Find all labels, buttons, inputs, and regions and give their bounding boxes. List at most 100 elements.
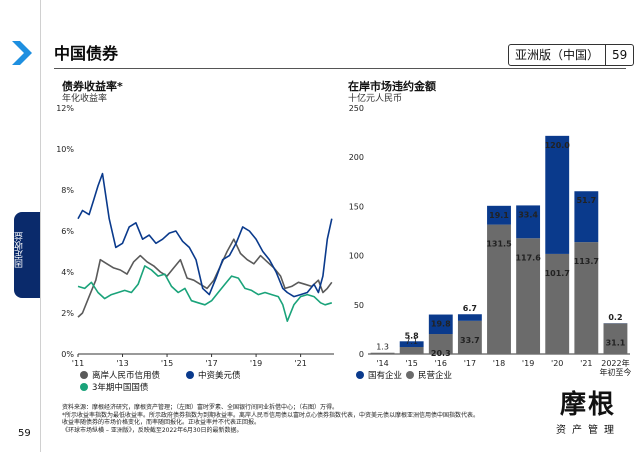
bar-label-soe: 0.2 xyxy=(608,313,622,322)
x-tick-label: '15 xyxy=(161,359,173,368)
chevron-right-icon xyxy=(12,41,32,65)
y-tick-label: 0% xyxy=(61,350,74,359)
bar-private xyxy=(574,242,599,354)
footnote-line: 《环球市场纵横 – 亚洲版》，反映截至2022年6月30日的最新数据。 xyxy=(62,426,243,434)
bar-label-soe: 120.0 xyxy=(545,141,571,150)
series-line xyxy=(77,265,333,322)
x-tick-label: '15 xyxy=(405,359,417,368)
series-line xyxy=(77,238,333,318)
legend-label: 国有企业 xyxy=(368,371,403,381)
region-badge: 亚洲版（中国） 59 xyxy=(508,44,635,66)
page-number: 59 xyxy=(612,48,628,62)
bar-private xyxy=(399,347,424,354)
bar-soe xyxy=(487,205,511,225)
brand-subtitle: 资产管理 xyxy=(556,425,620,436)
legend-item-soe: 国有企业 xyxy=(356,369,402,381)
bar-label-private: 1.3 xyxy=(376,343,389,352)
sidebar: 固定收益 59 xyxy=(0,0,41,452)
legend-item-china-usd-bond: 中资美元债 xyxy=(186,369,241,381)
y-tick-label: 100 xyxy=(349,252,364,261)
y-tick-label: 10% xyxy=(56,145,74,154)
bar-soe xyxy=(428,314,453,335)
bar-soe xyxy=(545,135,570,254)
legend-swatch xyxy=(80,383,88,391)
footnote-line: *所示收益率指数为最低收益率。所示政府债券指数为到期收益率。离岸人民币信用债以富… xyxy=(62,411,480,419)
bar-label-soe: 33.4 xyxy=(518,210,538,219)
series-line xyxy=(77,172,333,298)
x-tick-label: '21 xyxy=(294,359,306,368)
bar-label-private: 33.7 xyxy=(460,336,480,345)
default-chart-subtitle: 十亿元人民币 xyxy=(348,94,403,104)
legend-label: 3年期中国国债 xyxy=(92,383,149,393)
x-tick-label: '19 xyxy=(522,359,534,368)
bar-label-private: 7.1 xyxy=(405,337,418,346)
bar-label-private: 101.7 xyxy=(545,269,570,278)
x-tick-label: '20 xyxy=(551,359,563,368)
y-tick-label: 250 xyxy=(349,104,364,113)
footnote: 资料来源：摩根经济研究，摩根资产管理；（左图）富时罗素、全国银行间同业拆借中心；… xyxy=(62,404,512,434)
legend-label: 中资美元债 xyxy=(198,371,241,381)
bar-private xyxy=(545,253,570,354)
bar-private xyxy=(457,320,482,354)
bar-label-private: 113.7 xyxy=(574,257,599,266)
footnote-line: 收益率随债券的市场价格变化，而率随回报化。正收益率并不代表正回报。 xyxy=(62,419,261,426)
y-tick-label: 200 xyxy=(349,153,364,162)
bar-label-soe: 6.7 xyxy=(463,304,477,313)
y-tick-label: 0 xyxy=(359,350,364,359)
x-tick-label: '11 xyxy=(72,359,84,368)
y-tick-label: 12% xyxy=(56,104,74,113)
footnote-line: 资料来源：摩根经济研究，摩根资产管理；（左图）富时罗素、全国银行间同业拆借中心；… xyxy=(62,404,339,411)
bar-private xyxy=(603,323,628,354)
region-label: 亚洲版（中国） xyxy=(509,45,607,65)
legend-label: 民营企业 xyxy=(418,371,453,381)
bar-private xyxy=(516,238,541,354)
bar-soe xyxy=(457,314,482,321)
bar-label-private: 131.5 xyxy=(486,240,512,249)
legend-swatch xyxy=(406,371,414,379)
legend-label: 离岸人民币信用债 xyxy=(92,371,161,381)
x-tick-label: '17 xyxy=(464,359,476,368)
bar-label-private: 117.6 xyxy=(515,253,541,262)
y-tick-label: 4% xyxy=(61,268,74,277)
x-tick-label: '16 xyxy=(435,359,447,368)
x-tick-label: '18 xyxy=(493,359,505,368)
legend-swatch xyxy=(356,371,364,379)
bar-soe xyxy=(399,341,424,348)
legend-item-3y-cgb: 3年期中国国债 xyxy=(80,381,148,393)
bar-private xyxy=(487,224,511,354)
bar-label-soe: 51.7 xyxy=(576,196,596,205)
bar-soe xyxy=(516,205,541,239)
brand-name: 摩根 xyxy=(559,390,616,420)
legend-item-private: 民营企业 xyxy=(406,369,452,381)
legend-swatch xyxy=(80,371,88,379)
yield-chart-subtitle: 年化收益率 xyxy=(62,94,108,104)
x-tick-label: '19 xyxy=(250,359,262,368)
bar-label-private: 31.1 xyxy=(606,338,626,347)
title-divider xyxy=(54,68,626,69)
x-tick-label: '14 xyxy=(376,359,388,368)
bar-label-soe: 5.8 xyxy=(405,331,420,340)
x-tick-label: '21 xyxy=(580,359,592,368)
x-tick-label: '13 xyxy=(116,359,128,368)
page-title: 中国债券 xyxy=(54,44,119,63)
legend-swatch xyxy=(186,371,194,379)
bar-label-soe: 19.1 xyxy=(489,211,509,220)
bar-label-private: 20.3 xyxy=(431,349,451,358)
legend-item-offshore-rmb: 离岸人民币信用债 xyxy=(80,369,160,381)
y-tick-label: 2% xyxy=(61,309,74,318)
y-tick-label: 6% xyxy=(61,227,74,236)
bar-label-soe: 19.8 xyxy=(431,320,451,329)
default-chart-title: 在岸市场违约金额 xyxy=(348,80,436,93)
y-tick-label: 50 xyxy=(354,301,364,310)
y-tick-label: 150 xyxy=(349,202,364,211)
page-number-left: 59 xyxy=(18,428,31,439)
yield-chart-title: 债券收益率* xyxy=(62,80,123,93)
x-tick-label: 2022年 xyxy=(601,358,629,368)
section-tab-fixed-income[interactable]: 固定收益 xyxy=(14,212,40,298)
brand-logo: 摩根 资产管理 xyxy=(540,384,636,436)
x-tick-sublabel: 年初至今 xyxy=(599,367,631,377)
x-tick-label: '17 xyxy=(205,359,217,368)
bar-private xyxy=(370,352,395,354)
bar-soe xyxy=(574,191,599,243)
